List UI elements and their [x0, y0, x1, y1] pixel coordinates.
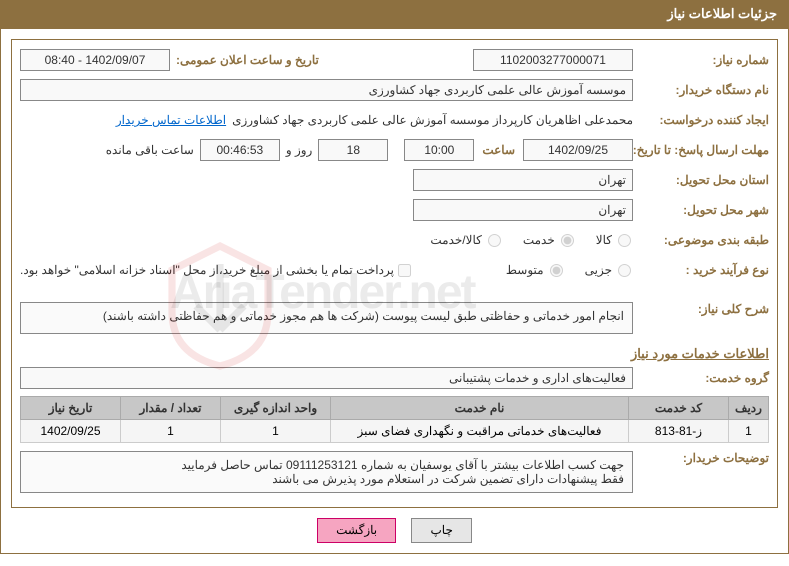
- table-cell: 1: [221, 420, 331, 443]
- deadline-time-label: ساعت: [482, 143, 515, 157]
- buyer-org-label: نام دستگاه خریدار:: [639, 83, 769, 97]
- requester-value: محمدعلی اظاهریان کارپرداز موسسه آموزش عا…: [232, 113, 633, 127]
- treasury-checkbox: [398, 264, 411, 277]
- buyer-notes-line2: فقط پیشنهادات دارای تضمین شرکت در استعلا…: [29, 472, 624, 486]
- gen-desc-value: انجام امور خدماتی و حفاظتی طبق لیست پیوس…: [20, 302, 633, 334]
- province-value: تهران: [413, 169, 633, 191]
- city-label: شهر محل تحویل:: [639, 203, 769, 217]
- table-cell: فعالیت‌های خدماتی مراقبت و نگهداری فضای …: [331, 420, 629, 443]
- radio-goods-service: [488, 234, 501, 247]
- table-header: تاریخ نیاز: [21, 397, 121, 420]
- deadline-date: 1402/09/25: [523, 139, 633, 161]
- service-group-label: گروه خدمت:: [639, 371, 769, 385]
- need-number-value: 1102003277000071: [473, 49, 633, 71]
- radio-goods: [618, 234, 631, 247]
- table-cell: ز-81-813: [629, 420, 729, 443]
- deadline-label: مهلت ارسال پاسخ: تا تاریخ:: [639, 143, 769, 157]
- table-header: واحد اندازه گیری: [221, 397, 331, 420]
- need-number-label: شماره نیاز:: [639, 53, 769, 67]
- city-value: تهران: [413, 199, 633, 221]
- table-header: کد خدمت: [629, 397, 729, 420]
- buyer-notes-value: جهت کسب اطلاعات بیشتر با آقای یوسفیان به…: [20, 451, 633, 493]
- province-label: استان محل تحویل:: [639, 173, 769, 187]
- days-remaining: 18: [318, 139, 388, 161]
- buyer-notes-label: توضیحات خریدار:: [639, 451, 769, 465]
- buyer-org-value: موسسه آموزش عالی علمی کاربردی جهاد کشاور…: [20, 79, 633, 101]
- page-title: جزئیات اطلاعات نیاز: [667, 6, 777, 21]
- services-header: اطلاعات خدمات مورد نیاز: [20, 340, 769, 366]
- radio-goods-service-label: کالا/خدمت: [430, 233, 481, 247]
- announce-dt-label: تاریخ و ساعت اعلان عمومی:: [176, 53, 319, 67]
- time-remain-label: ساعت باقی مانده: [106, 143, 194, 157]
- requester-label: ایجاد کننده درخواست:: [639, 113, 769, 127]
- process-type-label: نوع فرآیند خرید :: [639, 263, 769, 277]
- buyer-contact-link[interactable]: اطلاعات تماس خریدار: [116, 113, 226, 127]
- table-row: 1ز-81-813فعالیت‌های خدماتی مراقبت و نگهد…: [21, 420, 769, 443]
- deadline-time: 10:00: [404, 139, 474, 161]
- subject-class-label: طبقه بندی موضوعی:: [639, 233, 769, 247]
- table-cell: 1: [121, 420, 221, 443]
- radio-service-label: خدمت: [523, 233, 555, 247]
- services-table: ردیفکد خدمتنام خدمتواحد اندازه گیریتعداد…: [20, 396, 769, 443]
- table-header: ردیف: [729, 397, 769, 420]
- buyer-notes-line1: جهت کسب اطلاعات بیشتر با آقای یوسفیان به…: [29, 458, 624, 472]
- radio-medium: [550, 264, 563, 277]
- table-header: تعداد / مقدار: [121, 397, 221, 420]
- announce-dt-value: 1402/09/07 - 08:40: [20, 49, 170, 71]
- radio-goods-label: کالا: [596, 233, 612, 247]
- page-title-bar: جزئیات اطلاعات نیاز: [0, 0, 789, 28]
- payment-note: پرداخت تمام یا بخشی از مبلغ خرید،از محل …: [20, 263, 394, 277]
- table-header: نام خدمت: [331, 397, 629, 420]
- table-cell: 1: [729, 420, 769, 443]
- back-button[interactable]: بازگشت: [317, 518, 396, 543]
- radio-minor: [618, 264, 631, 277]
- print-button[interactable]: چاپ: [411, 518, 471, 543]
- time-remaining: 00:46:53: [200, 139, 280, 161]
- radio-medium-label: متوسط: [506, 263, 544, 277]
- table-cell: 1402/09/25: [21, 420, 121, 443]
- radio-minor-label: جزیی: [585, 263, 612, 277]
- gen-desc-label: شرح کلی نیاز:: [639, 302, 769, 316]
- radio-service: [561, 234, 574, 247]
- service-group-value: فعالیت‌های اداری و خدمات پشتیبانی: [20, 367, 633, 389]
- days-remain-label: روز و: [286, 143, 313, 157]
